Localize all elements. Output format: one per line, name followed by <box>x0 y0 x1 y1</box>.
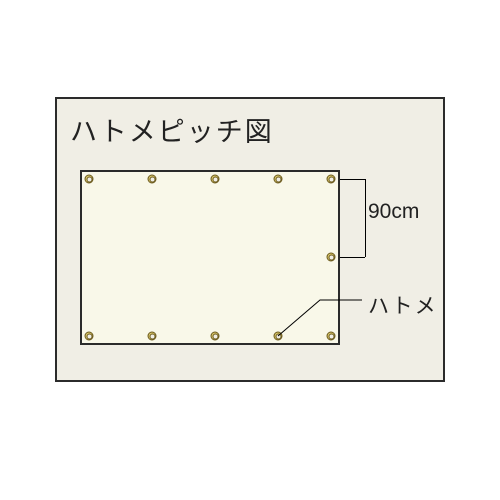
dim-tick-top <box>340 179 365 180</box>
dim-tick-bottom <box>340 257 365 258</box>
diagram-title: ハトメピッチ図 <box>70 110 274 149</box>
grommet-icon <box>148 332 157 341</box>
grommet-icon <box>327 175 336 184</box>
callout-label: ハトメ <box>368 290 438 320</box>
dim-vertical <box>365 179 366 257</box>
grommet-icon <box>211 175 220 184</box>
diagram-stage: { "background_color": "#ffffff", "outer_… <box>0 0 500 500</box>
grommet-icon <box>148 175 157 184</box>
grommet-icon <box>211 332 220 341</box>
grommet-icon <box>327 332 336 341</box>
grommet-icon <box>85 332 94 341</box>
sheet-rectangle <box>80 170 340 345</box>
grommet-icon <box>85 175 94 184</box>
grommet-icon <box>274 332 283 341</box>
grommet-icon <box>274 175 283 184</box>
dimension-label: 90cm <box>368 200 419 224</box>
grommet-icon <box>327 253 336 262</box>
